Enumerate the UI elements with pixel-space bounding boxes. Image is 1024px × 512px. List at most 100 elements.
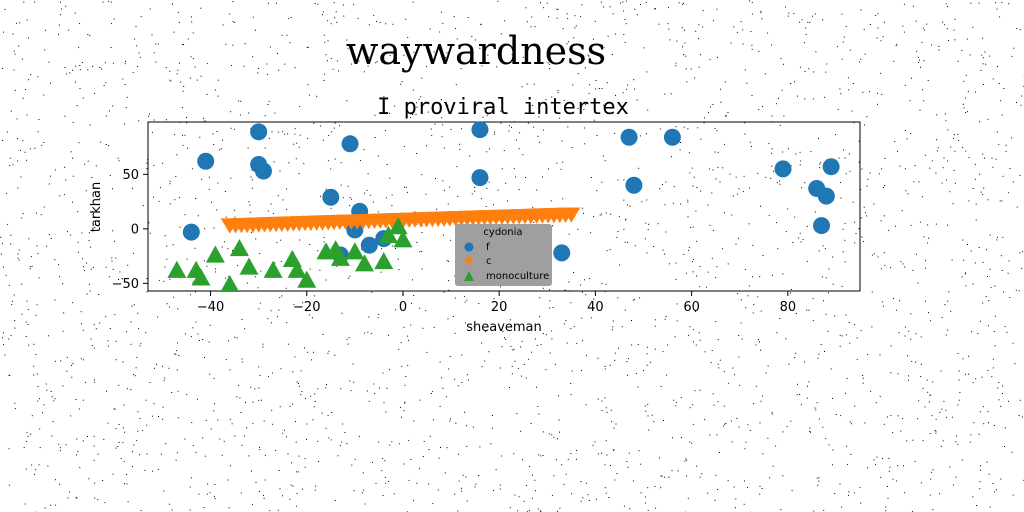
- speckle-dot: [48, 335, 50, 337]
- speckle-dot: [989, 234, 991, 236]
- speckle-dot: [873, 203, 875, 205]
- speckle-dot: [35, 314, 37, 316]
- speckle-dot: [999, 200, 1001, 202]
- speckle-dot: [563, 483, 565, 485]
- speckle-dot: [457, 510, 459, 512]
- speckle-dot: [681, 437, 682, 439]
- speckle-dot: [24, 503, 26, 505]
- speckle-dot: [72, 201, 73, 203]
- speckle-dot: [8, 484, 10, 486]
- speckle-dot: [212, 133, 214, 135]
- speckle-dot: [214, 403, 215, 405]
- speckle-dot: [1021, 95, 1023, 97]
- speckle-dot: [812, 98, 814, 100]
- speckle-dot: [566, 342, 568, 344]
- speckle-dot: [892, 432, 894, 434]
- speckle-dot: [208, 188, 210, 190]
- speckle-dot: [22, 140, 24, 142]
- speckle-dot: [258, 491, 260, 492]
- speckle-dot: [629, 205, 631, 207]
- speckle-dot: [330, 168, 332, 170]
- speckle-dot: [307, 137, 309, 139]
- speckle-dot: [895, 480, 897, 482]
- speckle-dot: [604, 291, 606, 293]
- speckle-dot: [749, 141, 751, 143]
- speckle-dot: [376, 20, 377, 22]
- speckle-dot: [631, 320, 632, 321]
- speckle-dot: [843, 149, 844, 151]
- speckle-dot: [525, 7, 527, 9]
- speckle-dot: [571, 147, 573, 148]
- speckle-dot: [177, 390, 179, 392]
- speckle-dot: [466, 445, 468, 447]
- speckle-dot: [105, 144, 107, 145]
- speckle-dot: [842, 228, 844, 230]
- speckle-dot: [943, 400, 945, 402]
- speckle-dot: [213, 410, 215, 412]
- speckle-dot: [552, 225, 553, 227]
- speckle-dot: [825, 71, 827, 73]
- speckle-dot: [1014, 363, 1016, 365]
- speckle-dot: [877, 27, 879, 29]
- speckle-dot: [1007, 272, 1009, 274]
- speckle-dot: [130, 343, 132, 345]
- speckle-dot: [540, 510, 542, 512]
- speckle-dot: [78, 142, 80, 144]
- speckle-dot: [877, 103, 878, 105]
- speckle-dot: [132, 252, 134, 254]
- speckle-dot: [328, 350, 330, 352]
- speckle-dot: [714, 499, 716, 501]
- speckle-dot: [284, 63, 286, 65]
- speckle-dot: [0, 236, 2, 238]
- speckle-dot: [97, 453, 99, 455]
- speckle-dot: [157, 468, 159, 470]
- speckle-dot: [818, 477, 820, 479]
- speckle-dot: [539, 297, 541, 299]
- speckle-dot: [840, 93, 842, 95]
- speckle-dot: [643, 370, 644, 372]
- speckle-dot: [1021, 416, 1023, 418]
- speckle-dot: [369, 194, 371, 196]
- speckle-dot: [126, 474, 127, 475]
- speckle-dot: [904, 168, 906, 170]
- speckle-dot: [1016, 206, 1018, 208]
- speckle-dot: [839, 334, 841, 336]
- speckle-dot: [540, 344, 542, 346]
- speckle-dot: [730, 42, 732, 44]
- speckle-dot: [335, 11, 337, 13]
- speckle-dot: [958, 139, 960, 141]
- speckle-dot: [289, 405, 291, 407]
- speckle-dot: [404, 401, 406, 403]
- speckle-dot: [94, 92, 96, 94]
- speckle-dot: [39, 428, 41, 430]
- speckle-dot: [793, 13, 795, 14]
- speckle-dot: [454, 297, 456, 299]
- speckle-dot: [412, 279, 413, 281]
- speckle-dot: [752, 276, 753, 278]
- speckle-dot: [463, 295, 465, 297]
- speckle-dot: [1008, 260, 1010, 262]
- speckle-dot: [909, 100, 911, 102]
- speckle-dot: [448, 289, 450, 291]
- speckle-dot: [479, 47, 481, 49]
- speckle-dot: [858, 140, 860, 142]
- speckle-dot: [363, 489, 365, 491]
- speckle-dot: [932, 509, 934, 511]
- speckle-dot: [405, 376, 407, 377]
- speckle-dot: [443, 291, 445, 293]
- speckle-dot: [317, 3, 319, 5]
- speckle-dot: [832, 256, 834, 258]
- speckle-dot: [405, 18, 407, 20]
- speckle-dot: [915, 361, 917, 363]
- speckle-dot: [871, 326, 873, 328]
- y-axis-label: tarkhan: [89, 182, 104, 232]
- speckle-dot: [954, 182, 956, 184]
- speckle-dot: [473, 326, 475, 328]
- speckle-dot: [804, 42, 805, 44]
- speckle-dot: [294, 67, 296, 69]
- speckle-dot: [768, 214, 770, 216]
- speckle-dot: [970, 434, 972, 436]
- speckle-dot: [340, 388, 342, 390]
- speckle-dot: [655, 507, 657, 509]
- speckle-dot: [975, 203, 977, 205]
